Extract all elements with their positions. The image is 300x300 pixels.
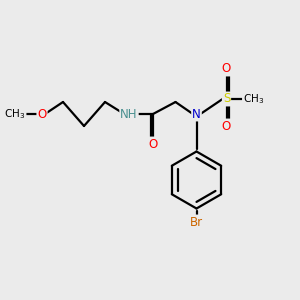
Text: NH: NH bbox=[120, 107, 138, 121]
Text: O: O bbox=[222, 119, 231, 133]
Text: O: O bbox=[148, 137, 158, 151]
Text: CH$_3$: CH$_3$ bbox=[243, 92, 264, 106]
Text: N: N bbox=[192, 107, 201, 121]
Text: S: S bbox=[223, 92, 230, 106]
Text: CH$_3$: CH$_3$ bbox=[4, 107, 26, 121]
Text: O: O bbox=[222, 62, 231, 76]
Text: Br: Br bbox=[190, 215, 203, 229]
Text: O: O bbox=[38, 107, 46, 121]
